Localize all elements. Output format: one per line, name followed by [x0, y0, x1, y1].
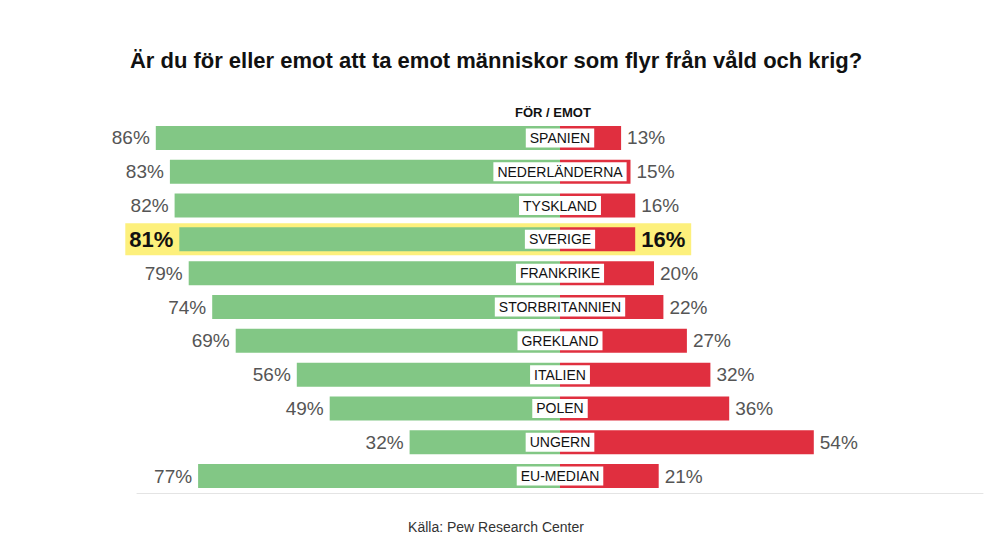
svg-text:FRANKRIKE: FRANKRIKE: [520, 265, 600, 281]
svg-text:UNGERN: UNGERN: [530, 434, 591, 450]
svg-text:32%: 32%: [366, 432, 404, 453]
svg-text:56%: 56%: [253, 364, 291, 385]
svg-text:86%: 86%: [112, 127, 150, 148]
svg-text:32%: 32%: [716, 364, 754, 385]
svg-text:Är du för eller emot att ta em: Är du för eller emot att ta emot människ…: [130, 48, 862, 73]
svg-text:TYSKLAND: TYSKLAND: [523, 198, 597, 214]
svg-text:16%: 16%: [641, 195, 679, 216]
svg-text:79%: 79%: [145, 263, 183, 284]
svg-text:SVERIGE: SVERIGE: [529, 231, 591, 247]
svg-text:EU-MEDIAN: EU-MEDIAN: [521, 468, 600, 484]
svg-text:SPANIEN: SPANIEN: [530, 130, 590, 146]
svg-text:81%: 81%: [129, 227, 173, 252]
svg-text:13%: 13%: [627, 127, 665, 148]
svg-text:82%: 82%: [131, 195, 169, 216]
svg-text:Källa: Pew Research Center: Källa: Pew Research Center: [408, 519, 584, 535]
svg-text:22%: 22%: [669, 297, 707, 318]
svg-text:20%: 20%: [660, 263, 698, 284]
svg-text:21%: 21%: [665, 466, 703, 487]
svg-text:54%: 54%: [820, 432, 858, 453]
svg-text:ITALIEN: ITALIEN: [534, 367, 586, 383]
svg-text:77%: 77%: [154, 466, 192, 487]
svg-text:NEDERLÄNDERNA: NEDERLÄNDERNA: [497, 164, 623, 180]
svg-text:FÖR / EMOT: FÖR / EMOT: [515, 105, 591, 120]
svg-text:74%: 74%: [168, 297, 206, 318]
svg-text:POLEN: POLEN: [536, 400, 583, 416]
svg-text:GREKLAND: GREKLAND: [521, 333, 598, 349]
svg-text:36%: 36%: [735, 398, 773, 419]
svg-text:16%: 16%: [641, 227, 685, 252]
svg-text:83%: 83%: [126, 161, 164, 182]
svg-text:STORBRITANNIEN: STORBRITANNIEN: [499, 299, 621, 315]
svg-text:49%: 49%: [286, 398, 324, 419]
svg-text:69%: 69%: [192, 330, 230, 351]
svg-text:27%: 27%: [693, 330, 731, 351]
svg-text:15%: 15%: [637, 161, 675, 182]
